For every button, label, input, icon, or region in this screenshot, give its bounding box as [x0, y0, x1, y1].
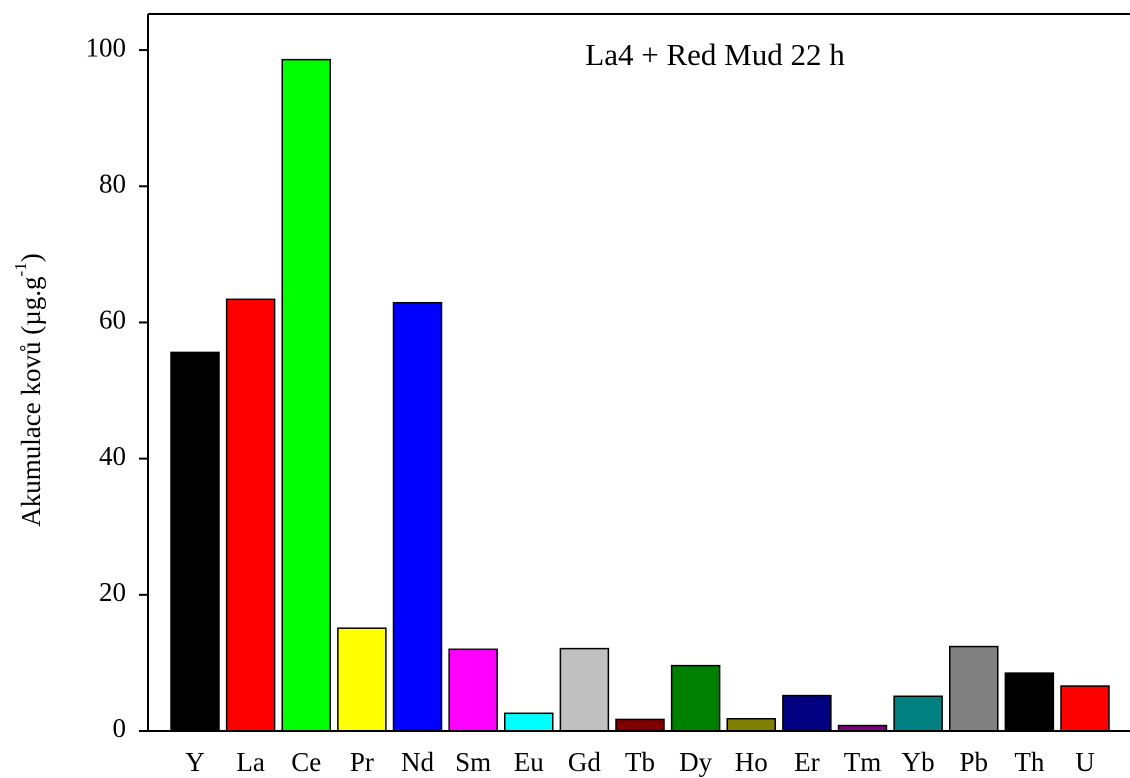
bar	[225, 298, 276, 732]
x-tick-label: Ho	[735, 747, 768, 777]
x-tick-label: Tb	[625, 747, 655, 777]
bar	[893, 695, 943, 732]
x-tick-label: Dy	[679, 747, 712, 777]
x-tick-label: Pr	[350, 747, 374, 777]
x-tick-label: Nd	[401, 747, 434, 777]
x-tick-label: Th	[1014, 747, 1044, 777]
bar	[448, 648, 498, 732]
bar	[670, 664, 721, 732]
bar	[337, 627, 387, 732]
chart-title: La4 + Red Mud 22 h	[585, 37, 845, 72]
y-tick-label: 20	[99, 577, 126, 607]
y-tick-label: 60	[99, 305, 126, 335]
bar	[1060, 685, 1110, 732]
y-tick-label: 80	[99, 168, 126, 198]
x-tick-label: Eu	[514, 747, 544, 777]
y-tick-label: 100	[86, 32, 127, 62]
y-label-text: Akumulace kovů (µg.g	[16, 276, 46, 526]
x-tick-label: Ce	[291, 747, 321, 777]
x-tick-label: Gd	[568, 747, 601, 777]
x-tick-label: Sm	[455, 747, 491, 777]
x-tick-label: Pb	[959, 747, 988, 777]
x-tick-label: Tm	[844, 747, 882, 777]
x-tick-label: Er	[794, 747, 819, 777]
bar	[615, 718, 665, 732]
bar	[559, 647, 610, 732]
x-tick-label: Y	[185, 747, 205, 777]
bar	[504, 712, 554, 732]
bar	[392, 301, 443, 732]
bar	[281, 58, 331, 732]
x-tick-label: Yb	[902, 747, 935, 777]
y-tick-label: 0	[113, 713, 127, 743]
y-label-suffix: )	[16, 253, 46, 262]
bar	[1004, 672, 1055, 732]
bar	[726, 717, 776, 732]
y-axis-label: Akumulace kovů (µg.g-1)	[11, 253, 46, 526]
y-label-superscript: -1	[11, 262, 30, 276]
y-tick-label: 40	[99, 441, 126, 471]
bar	[170, 351, 220, 732]
x-tick-label: La	[236, 747, 264, 777]
bar	[782, 694, 832, 732]
x-tick-label: U	[1075, 747, 1095, 777]
bar	[949, 645, 999, 732]
